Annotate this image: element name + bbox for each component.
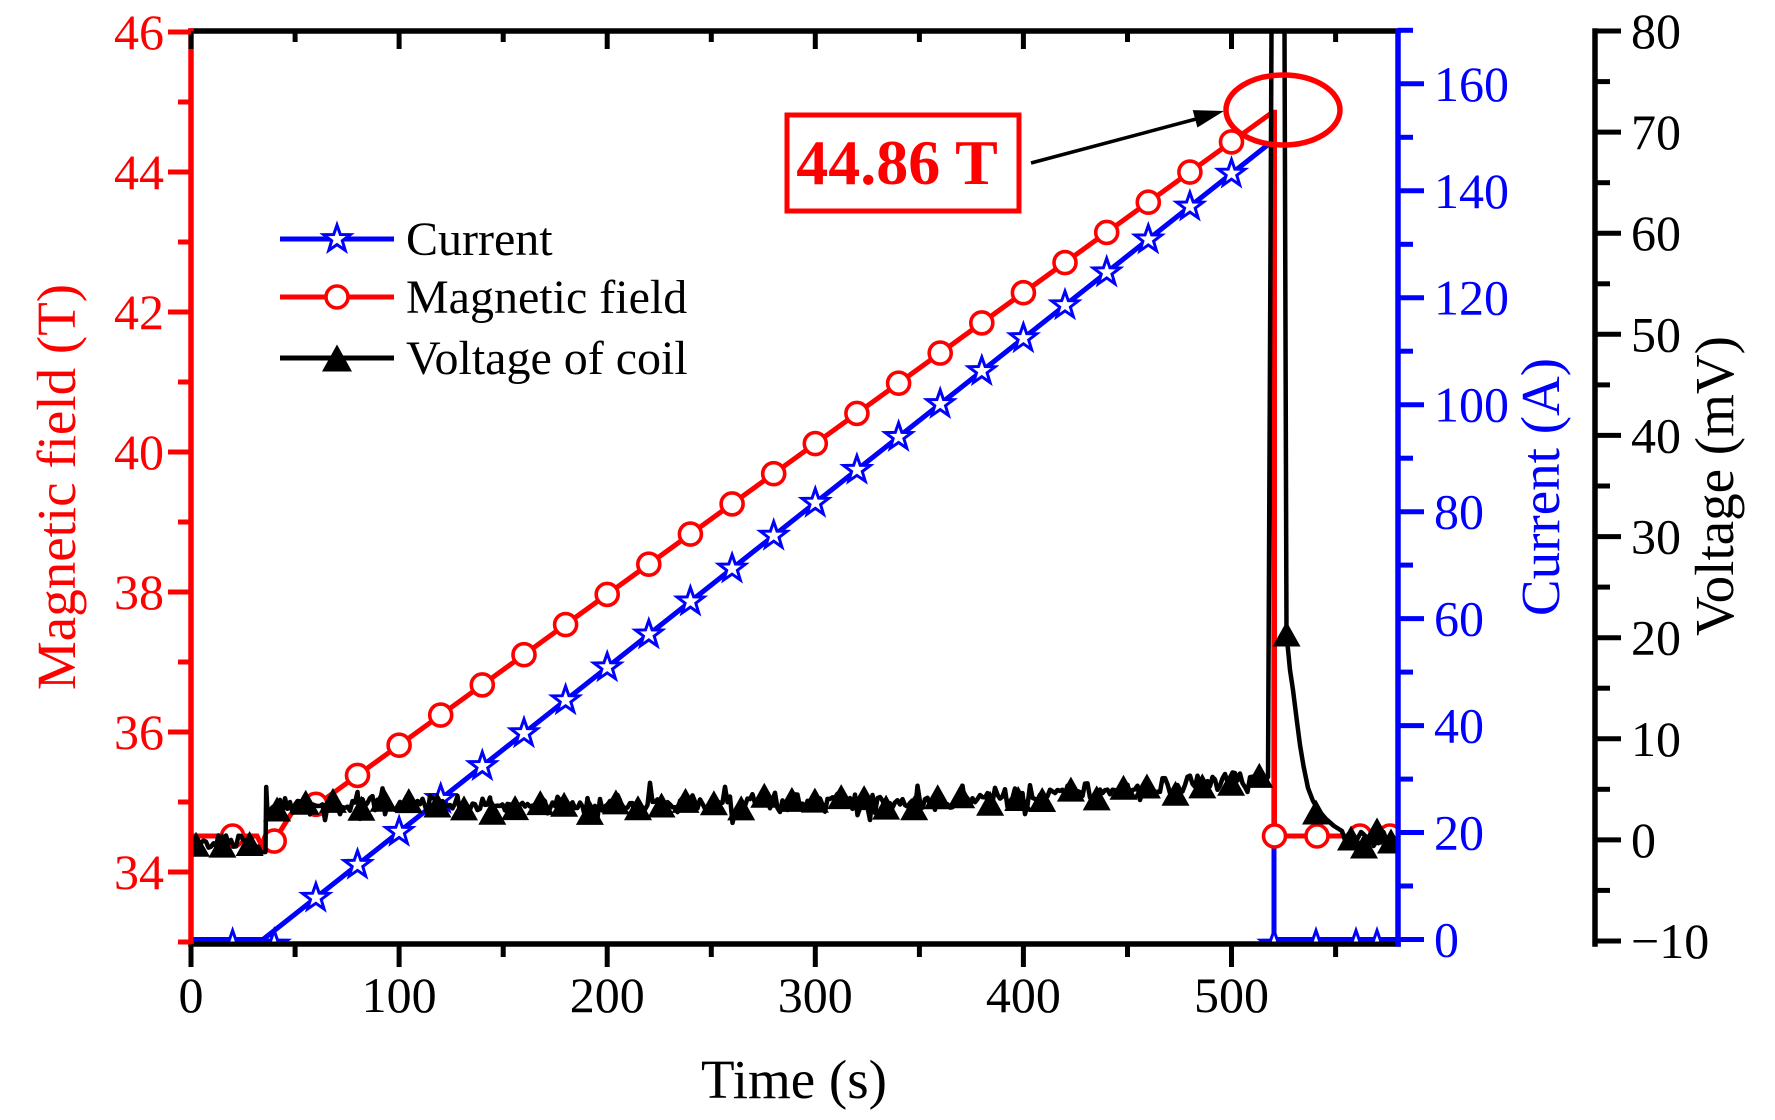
svg-text:Time (s): Time (s) — [701, 1049, 887, 1110]
svg-text:80: 80 — [1631, 3, 1681, 59]
svg-text:44: 44 — [114, 144, 164, 200]
svg-text:40: 40 — [1434, 698, 1484, 754]
svg-text:100: 100 — [1434, 377, 1509, 433]
svg-text:20: 20 — [1631, 610, 1681, 666]
svg-text:−10: −10 — [1631, 913, 1709, 969]
svg-text:60: 60 — [1434, 591, 1484, 647]
svg-text:80: 80 — [1434, 484, 1484, 540]
svg-text:0: 0 — [1631, 812, 1656, 868]
svg-text:120: 120 — [1434, 270, 1509, 326]
svg-text:34: 34 — [114, 844, 164, 900]
svg-text:100: 100 — [362, 967, 437, 1023]
svg-text:0: 0 — [179, 967, 204, 1023]
svg-text:140: 140 — [1434, 163, 1509, 219]
svg-text:Magnetic field (T): Magnetic field (T) — [26, 284, 87, 690]
svg-text:Voltage (mV): Voltage (mV) — [1684, 336, 1745, 636]
svg-text:50: 50 — [1631, 306, 1681, 362]
svg-text:46: 46 — [114, 4, 164, 60]
svg-text:40: 40 — [114, 424, 164, 480]
svg-text:400: 400 — [986, 967, 1061, 1023]
svg-text:300: 300 — [778, 967, 853, 1023]
svg-text:Current (A): Current (A) — [1510, 358, 1571, 616]
svg-text:40: 40 — [1631, 407, 1681, 463]
svg-text:200: 200 — [570, 967, 645, 1023]
svg-text:38: 38 — [114, 564, 164, 620]
svg-text:Magnetic field: Magnetic field — [406, 271, 687, 324]
svg-text:Voltage of coil: Voltage of coil — [406, 332, 688, 385]
svg-text:42: 42 — [114, 284, 164, 340]
svg-text:70: 70 — [1631, 104, 1681, 160]
svg-text:0: 0 — [1434, 912, 1459, 968]
svg-text:Current: Current — [406, 213, 553, 266]
svg-text:10: 10 — [1631, 711, 1681, 767]
svg-text:160: 160 — [1434, 56, 1509, 112]
svg-text:500: 500 — [1194, 967, 1269, 1023]
svg-text:60: 60 — [1631, 205, 1681, 261]
svg-text:30: 30 — [1631, 509, 1681, 565]
svg-text:36: 36 — [114, 704, 164, 760]
svg-text:20: 20 — [1434, 805, 1484, 861]
svg-text:44.86 T: 44.86 T — [796, 127, 998, 198]
